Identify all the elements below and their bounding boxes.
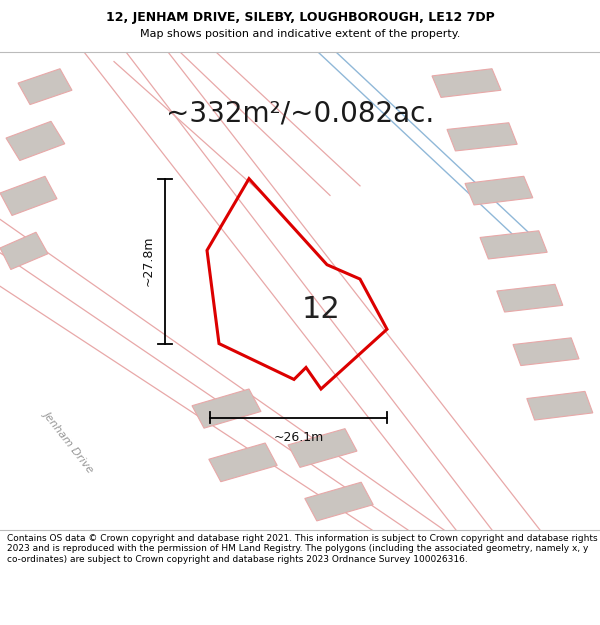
Polygon shape bbox=[0, 232, 48, 269]
Polygon shape bbox=[447, 122, 517, 151]
Text: Map shows position and indicative extent of the property.: Map shows position and indicative extent… bbox=[140, 29, 460, 39]
Text: ~332m²/~0.082ac.: ~332m²/~0.082ac. bbox=[166, 100, 434, 127]
Text: ~27.8m: ~27.8m bbox=[141, 236, 154, 286]
Polygon shape bbox=[497, 284, 563, 312]
Polygon shape bbox=[6, 121, 65, 161]
Polygon shape bbox=[305, 482, 373, 521]
Polygon shape bbox=[513, 338, 579, 366]
Text: Jenham Drive: Jenham Drive bbox=[42, 409, 96, 474]
Text: Contains OS data © Crown copyright and database right 2021. This information is : Contains OS data © Crown copyright and d… bbox=[7, 534, 598, 564]
Polygon shape bbox=[18, 69, 72, 104]
Polygon shape bbox=[192, 389, 261, 428]
Text: 12: 12 bbox=[301, 294, 340, 324]
Polygon shape bbox=[527, 391, 593, 420]
Text: ~26.1m: ~26.1m bbox=[274, 431, 323, 444]
Text: 12, JENHAM DRIVE, SILEBY, LOUGHBOROUGH, LE12 7DP: 12, JENHAM DRIVE, SILEBY, LOUGHBOROUGH, … bbox=[106, 11, 494, 24]
Polygon shape bbox=[432, 69, 501, 98]
Polygon shape bbox=[209, 443, 277, 482]
Polygon shape bbox=[480, 231, 547, 259]
Polygon shape bbox=[0, 176, 57, 216]
Polygon shape bbox=[465, 176, 533, 205]
Polygon shape bbox=[288, 429, 357, 468]
